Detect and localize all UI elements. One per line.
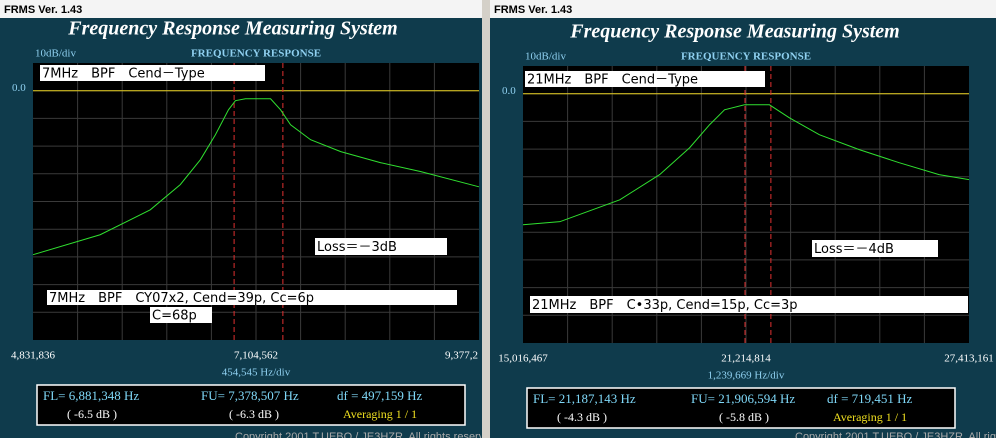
x-div-label: 454,545 Hz/div bbox=[222, 367, 291, 379]
fu: FU= 7,378,507 Hz bbox=[201, 388, 299, 403]
fl: FL= 21,187,143 Hz bbox=[533, 391, 636, 406]
note-box bbox=[47, 290, 457, 305]
note: C=68p bbox=[152, 309, 197, 324]
x-left-label: 4,831,836 bbox=[11, 350, 56, 362]
note-box bbox=[150, 307, 212, 323]
x-left-label: 15,016,467 bbox=[498, 353, 548, 365]
note: 21MHz BPF Cend－Type bbox=[527, 73, 698, 88]
header: Frequency Response Measuring System bbox=[67, 18, 397, 40]
note: Loss＝－4dB bbox=[814, 242, 894, 257]
df: df = 719,451 Hz bbox=[827, 391, 913, 406]
x-center-label: 7,104,562 bbox=[234, 350, 278, 362]
fu-db: ( -6.3 dB ) bbox=[229, 407, 279, 421]
note: 7MHz BPF Cend－Type bbox=[42, 67, 205, 82]
plot-title: FREQUENCY RESPONSE bbox=[191, 48, 321, 60]
note-box bbox=[812, 240, 938, 257]
title-bar bbox=[490, 0, 996, 18]
response-curve bbox=[32, 98, 480, 256]
x-center-label: 21,214,814 bbox=[721, 353, 771, 365]
copyright: Copyright 2001 T.UEBO / JE3HZR. All righ… bbox=[795, 431, 996, 438]
readout-box bbox=[36, 384, 466, 426]
df: df = 497,159 Hz bbox=[337, 388, 423, 403]
copyright: Copyright 2001 T.UEBO / JE3HZR. All righ… bbox=[235, 431, 496, 438]
fu-db: ( -5.8 dB ) bbox=[719, 410, 769, 424]
fl-db: ( -6.5 dB ) bbox=[67, 407, 117, 421]
x-right-label: 9,377,2 bbox=[445, 350, 478, 362]
note: Loss＝－3dB bbox=[317, 240, 397, 255]
header: Frequency Response Measuring System bbox=[569, 21, 899, 43]
averaging: Averaging 1 / 1 bbox=[343, 407, 417, 421]
reference-label: 0.0 bbox=[502, 85, 516, 97]
fu: FU= 21,906,594 Hz bbox=[691, 391, 795, 406]
title-bar bbox=[0, 0, 482, 18]
averaging: Averaging 1 / 1 bbox=[833, 410, 907, 424]
scale-label: 10dB/div bbox=[35, 48, 76, 60]
title-bar-text: FRMS Ver. 1.43 bbox=[494, 4, 572, 16]
fl-db: ( -4.3 dB ) bbox=[557, 410, 607, 424]
readout-box bbox=[526, 387, 956, 429]
x-div-label: 1,239,669 Hz/div bbox=[708, 370, 785, 382]
note-box bbox=[40, 65, 265, 81]
x-right-label: 27,413,161 bbox=[944, 353, 994, 365]
note: 7MHz BPF CY07x2, Cend=39p, Cc=6p bbox=[49, 291, 314, 306]
note-box bbox=[530, 296, 968, 313]
plot-title: FREQUENCY RESPONSE bbox=[681, 51, 811, 63]
title-bar-text: FRMS Ver. 1.43 bbox=[4, 4, 82, 16]
note: 21MHz BPF C•33p, Cend=15p, Cc=3p bbox=[532, 298, 798, 313]
window: FRMS Ver. 1.43 Frequency Response Measuri… bbox=[490, 0, 996, 438]
fl: FL= 6,881,348 Hz bbox=[43, 388, 139, 403]
response-curve bbox=[522, 104, 970, 226]
reference-label: 0.0 bbox=[12, 82, 26, 94]
note-box bbox=[525, 71, 765, 87]
window: FRMS Ver. 1.43 Frequency Response Measuri… bbox=[0, 0, 496, 438]
scale-label: 10dB/div bbox=[525, 51, 566, 63]
note-box bbox=[315, 238, 447, 255]
